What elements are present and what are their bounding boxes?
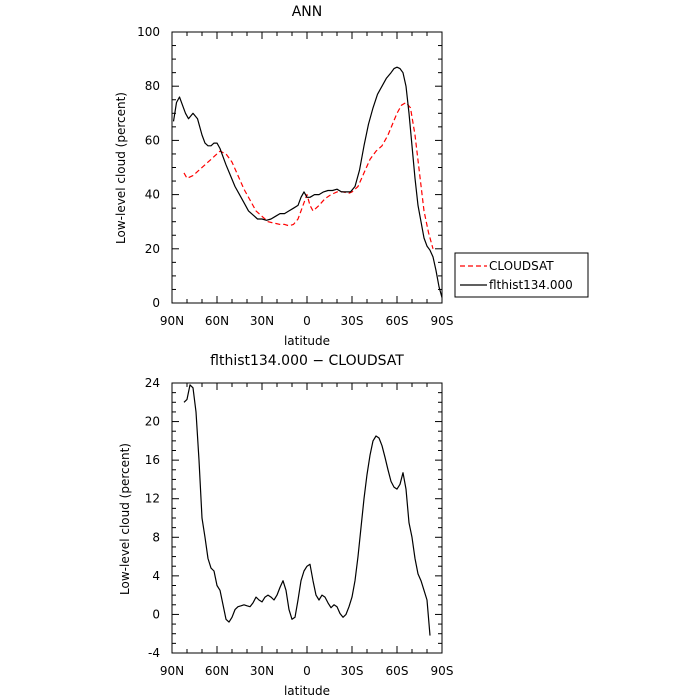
chart-panel-top: ANN 90N 60N 30N 0 30S 60S 90S 0 20 40 60 80 100 lati…: [114, 4, 589, 348]
y-tick-label: 20: [145, 242, 160, 256]
x-tick-label: 30S: [341, 664, 364, 678]
y-tick-label: 12: [145, 492, 160, 506]
legend-label-cloudsat: CLOUDSAT: [489, 259, 554, 273]
legend-label-flthist: flthist134.000: [489, 278, 573, 292]
plot-frame: [171, 382, 443, 654]
x-tick-label: 90S: [431, 314, 454, 328]
x-tick-label: 0: [303, 664, 311, 678]
plot-frame: [171, 31, 443, 304]
y-tick-label: 4: [152, 569, 160, 583]
series-line-cloudsat: [183, 101, 434, 249]
series-line-flthist134-000: [172, 66, 443, 298]
x-axis-label: latitude: [284, 684, 330, 698]
plot-area: 90N 60N 30N 0 30S 60S 90S 0 20 40 60 80 100: [137, 25, 453, 328]
y-tick-label: 0: [152, 296, 160, 310]
x-tick-label: 0: [303, 314, 311, 328]
y-tick-label: 16: [145, 453, 160, 467]
x-tick-label: 60N: [205, 664, 229, 678]
y-tick-label: 8: [152, 530, 160, 544]
y-tick-label: 0: [152, 607, 160, 621]
legend: CLOUDSAT flthist134.000: [454, 252, 589, 298]
y-tick-label: 80: [145, 79, 160, 93]
x-tick-label: 30N: [250, 314, 274, 328]
y-tick-label: 60: [145, 133, 160, 147]
y-axis-label: Low-level cloud (percent): [118, 443, 132, 595]
y-tick-label: -4: [148, 646, 160, 660]
y-tick-label: 100: [137, 25, 160, 39]
legend-box: [454, 252, 589, 298]
x-tick-label: 60S: [386, 664, 409, 678]
x-tick-label: 60N: [205, 314, 229, 328]
y-axis-label: Low-level cloud (percent): [114, 92, 128, 244]
x-tick-label: 30S: [341, 314, 364, 328]
plot-area: 90N 60N 30N 0 30S 60S 90S -4 0 4 8 12 16 20 24: [145, 376, 454, 678]
y-tick-label: 24: [145, 376, 160, 390]
x-tick-label: 90N: [160, 664, 184, 678]
x-tick-label: 30N: [250, 664, 274, 678]
x-tick-label: 90N: [160, 314, 184, 328]
x-tick-label: 90S: [431, 664, 454, 678]
y-tick-label: 40: [145, 188, 160, 202]
series-line-series-0: [183, 384, 431, 636]
chart-panel-bottom: flthist134.000 − CLOUDSAT 90N 60N 30N 0 30S 6…: [118, 353, 453, 698]
x-tick-label: 60S: [386, 314, 409, 328]
chart-title: flthist134.000 − CLOUDSAT: [210, 353, 404, 369]
y-tick-label: 20: [145, 415, 160, 429]
chart-title: ANN: [292, 4, 323, 20]
x-axis-label: latitude: [284, 334, 330, 348]
